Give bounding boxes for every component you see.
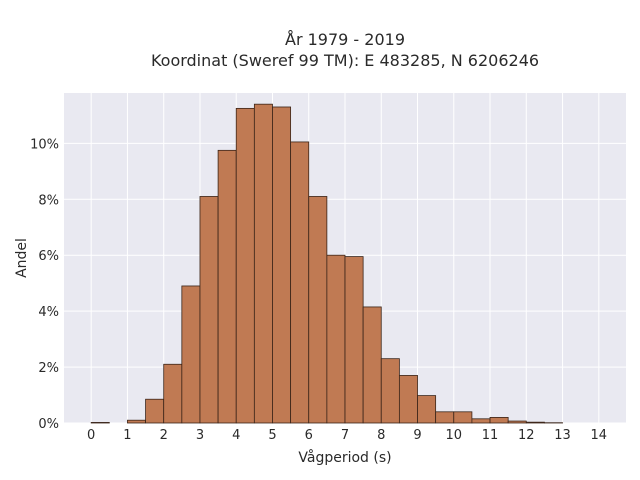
y-axis-label: Andel [14, 238, 30, 278]
histogram-bar [326, 254, 346, 424]
histogram-bar [344, 256, 364, 424]
histogram-bar [507, 420, 527, 424]
bars-group [90, 103, 563, 424]
histogram-bar [145, 398, 165, 424]
histogram-bar [217, 149, 237, 424]
x-tick-label: 2 [160, 428, 168, 443]
y-tick-labels: 0% 2% 4% 6% 8% 10% [30, 137, 59, 432]
chart-title-line2: Koordinat (Sweref 99 TM): E 483285, N 62… [151, 51, 539, 70]
y-tick-label: 0% [38, 417, 59, 432]
histogram-bar [290, 141, 310, 424]
x-axis-label: Vågperiod (s) [298, 449, 391, 466]
x-tick-label: 8 [377, 428, 385, 443]
x-tick-label: 13 [554, 428, 571, 443]
x-tick-label: 7 [341, 428, 349, 443]
histogram-bar [199, 196, 219, 424]
x-tick-label: 10 [446, 428, 463, 443]
histogram-bar [90, 422, 110, 424]
x-tick-label: 11 [482, 428, 499, 443]
histogram-bar [453, 411, 473, 424]
histogram-bar [525, 421, 545, 424]
y-tick-label: 10% [30, 137, 59, 152]
histogram-bar [489, 417, 509, 424]
histogram-bar [163, 363, 183, 424]
histogram-bar [417, 395, 437, 424]
histogram-bar [308, 196, 328, 424]
x-tick-label: 6 [305, 428, 313, 443]
chart-title-line1: År 1979 - 2019 [285, 30, 405, 49]
x-tick-label: 0 [87, 428, 95, 443]
y-tick-label: 6% [38, 249, 59, 264]
histogram-bar [362, 306, 382, 424]
x-tick-labels: 0 1 2 3 4 5 6 7 8 9 10 11 12 13 14 [87, 428, 607, 443]
x-tick-label: 14 [591, 428, 608, 443]
histogram-bar [380, 358, 400, 424]
histogram-bar [181, 285, 201, 424]
x-tick-label: 9 [413, 428, 421, 443]
y-tick-label: 2% [38, 361, 59, 376]
histogram-bar [235, 107, 255, 424]
x-tick-label: 12 [518, 428, 535, 443]
histogram-bar [272, 106, 292, 424]
histogram-bar [253, 103, 273, 424]
histogram-bar [127, 419, 146, 424]
histogram-bar [435, 411, 455, 424]
y-tick-label: 8% [38, 193, 59, 208]
y-tick-label: 4% [38, 305, 59, 320]
histogram-bar [398, 375, 418, 424]
grid-lines [64, 93, 626, 424]
x-tick-label: 4 [232, 428, 240, 443]
x-tick-label: 5 [268, 428, 276, 443]
histogram-bar [471, 418, 491, 424]
x-tick-label: 1 [123, 428, 131, 443]
x-tick-label: 3 [196, 428, 204, 443]
